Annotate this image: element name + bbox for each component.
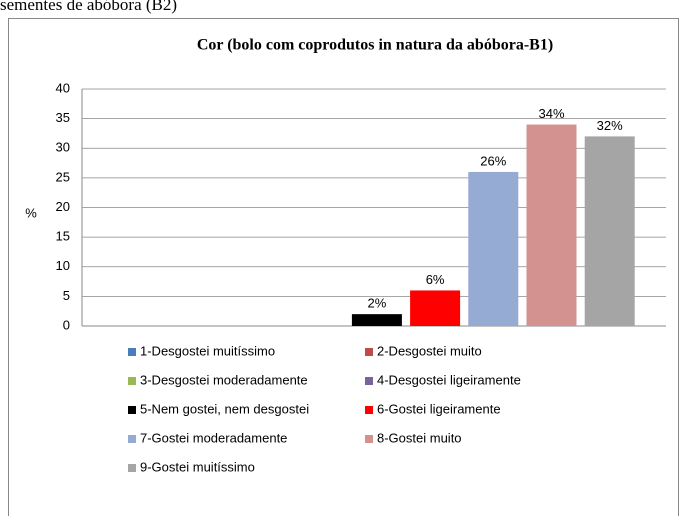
bar bbox=[468, 171, 519, 326]
legend-swatch bbox=[365, 435, 373, 443]
y-tick-label: 0 bbox=[63, 317, 70, 332]
legend-swatch bbox=[365, 377, 373, 385]
y-tick-label: 20 bbox=[56, 199, 70, 214]
value-label: 32% bbox=[597, 118, 623, 133]
legend-label: 3-Desgostei moderadamente bbox=[140, 372, 308, 387]
value-label: 2% bbox=[368, 296, 387, 311]
value-label: 34% bbox=[538, 106, 564, 121]
bar bbox=[526, 124, 577, 326]
y-tick-label: 35 bbox=[56, 110, 70, 125]
legend-swatch bbox=[128, 348, 136, 356]
legend-label: 9-Gostei muitíssimo bbox=[140, 459, 255, 474]
bar bbox=[584, 136, 635, 326]
value-label: 26% bbox=[480, 153, 506, 168]
chart-title: Cor (bolo com coprodutos in natura da ab… bbox=[197, 37, 553, 54]
bar bbox=[351, 314, 402, 326]
y-tick-label: 5 bbox=[63, 288, 70, 303]
y-tick-label: 25 bbox=[56, 169, 70, 184]
legend-label: 6-Gostei ligeiramente bbox=[377, 401, 501, 416]
y-tick-label: 10 bbox=[56, 258, 70, 273]
frame bbox=[8, 18, 679, 516]
y-axis-label: % bbox=[25, 205, 37, 220]
value-label: 6% bbox=[426, 272, 445, 287]
caption: sementes de abóbora (B2) bbox=[0, 0, 177, 14]
legend-swatch bbox=[365, 406, 373, 414]
bar bbox=[410, 290, 461, 326]
legend-swatch bbox=[128, 377, 136, 385]
y-tick-label: 30 bbox=[56, 140, 70, 155]
legend-swatch bbox=[128, 464, 136, 472]
legend-swatch bbox=[128, 435, 136, 443]
legend-label: 7-Gostei moderadamente bbox=[140, 430, 287, 445]
y-tick-label: 15 bbox=[56, 229, 70, 244]
legend-label: 2-Desgostei muito bbox=[377, 343, 482, 358]
legend-swatch bbox=[365, 348, 373, 356]
legend-label: 4-Desgostei ligeiramente bbox=[377, 372, 521, 387]
legend-label: 1-Desgostei muitíssimo bbox=[140, 343, 275, 358]
legend-label: 8-Gostei muito bbox=[377, 430, 462, 445]
legend-swatch bbox=[128, 406, 136, 414]
y-tick-label: 40 bbox=[56, 80, 70, 95]
legend-label: 5-Nem gostei, nem desgostei bbox=[140, 401, 309, 416]
